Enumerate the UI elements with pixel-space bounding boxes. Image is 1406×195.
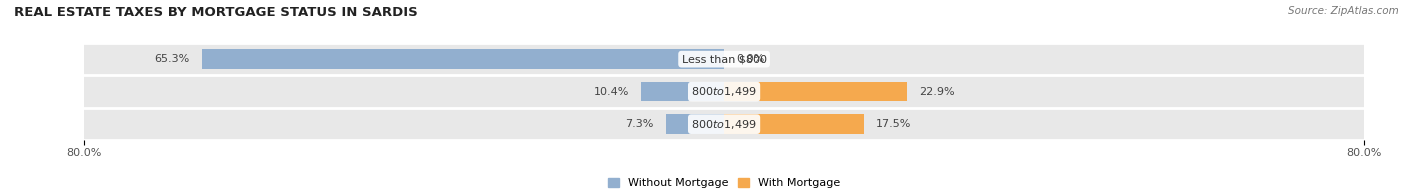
Text: 17.5%: 17.5% xyxy=(876,119,911,129)
Bar xyxy=(84,75,1364,108)
Text: 0.0%: 0.0% xyxy=(737,54,765,64)
Bar xyxy=(84,43,1364,75)
Text: 7.3%: 7.3% xyxy=(626,119,654,129)
Text: Source: ZipAtlas.com: Source: ZipAtlas.com xyxy=(1288,6,1399,16)
Text: $800 to $1,499: $800 to $1,499 xyxy=(692,118,756,131)
Text: 22.9%: 22.9% xyxy=(920,87,955,97)
Bar xyxy=(202,49,724,69)
Legend: Without Mortgage, With Mortgage: Without Mortgage, With Mortgage xyxy=(609,178,839,189)
Text: REAL ESTATE TAXES BY MORTGAGE STATUS IN SARDIS: REAL ESTATE TAXES BY MORTGAGE STATUS IN … xyxy=(14,6,418,19)
Bar xyxy=(665,114,724,134)
Text: $800 to $1,499: $800 to $1,499 xyxy=(692,85,756,98)
Text: 65.3%: 65.3% xyxy=(155,54,190,64)
Text: 10.4%: 10.4% xyxy=(593,87,628,97)
Bar xyxy=(641,82,724,101)
Bar xyxy=(84,108,1364,140)
Bar xyxy=(724,82,907,101)
Bar xyxy=(724,114,865,134)
Text: Less than $800: Less than $800 xyxy=(682,54,766,64)
